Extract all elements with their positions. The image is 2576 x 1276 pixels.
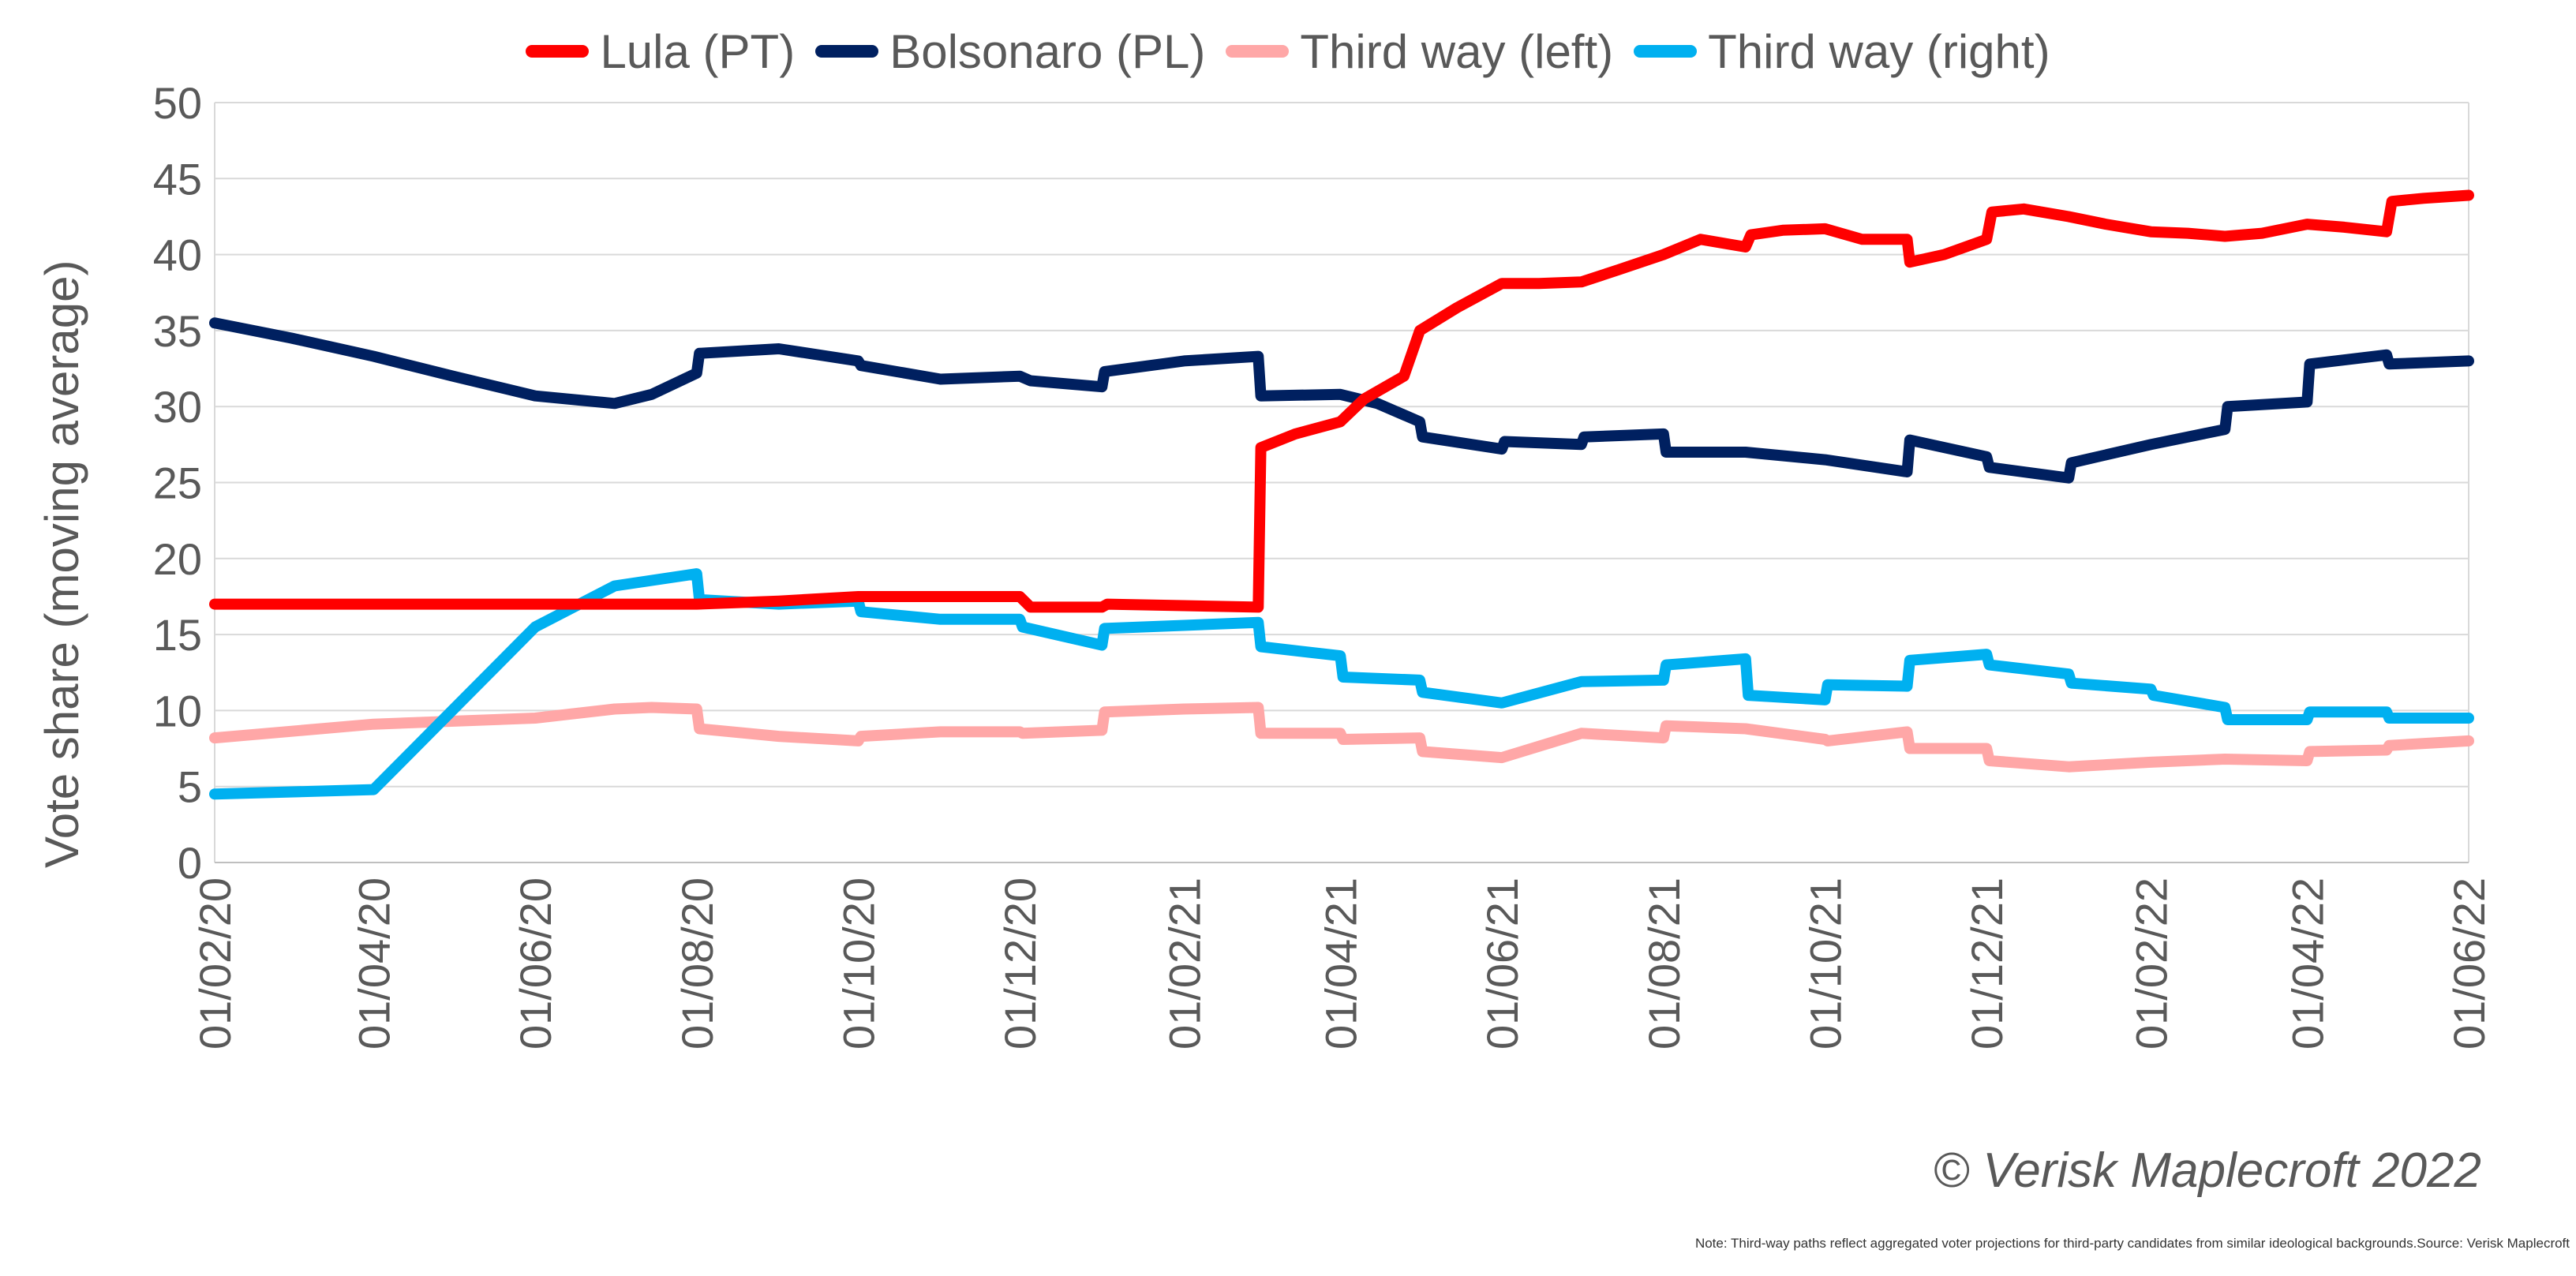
y-tick-label: 25 [153,458,202,508]
y-tick-label: 20 [153,534,202,584]
series-line-bolsonaro [209,317,2474,484]
legend-swatch-bolsonaro [815,45,879,58]
x-tick-label: 01/10/21 [1800,877,1850,1050]
legend-item-lula: Lula (PT) [526,24,795,79]
x-tick-label: 01/10/20 [834,877,884,1050]
x-tick-label: 01/04/22 [2282,877,2332,1050]
y-tick-label: 40 [153,230,202,280]
grid-lines [215,102,2469,863]
legend-label-third-way-right: Third way (right) [1708,24,2050,78]
series-line-third-way-left [209,702,2474,773]
legend-label-lula: Lula (PT) [600,24,796,78]
y-tick-label: 0 [178,838,202,888]
legend-label-third-way-left: Third way (left) [1300,24,1614,78]
x-tick-label: 01/06/20 [511,877,560,1050]
legend-item-third-way-right: Third way (right) [1634,24,2050,79]
x-tick-label: 01/08/20 [672,877,722,1050]
x-tick-label: 01/04/21 [1316,877,1365,1050]
x-tick-label: 01/02/20 [190,877,240,1050]
x-tick-label: 01/12/21 [1962,877,2012,1050]
y-tick-label: 5 [178,762,202,812]
legend-label-bolsonaro: Bolsonaro (PL) [889,24,1206,78]
legend-swatch-third-way-left [1226,45,1290,58]
legend-swatch-third-way-right [1634,45,1698,58]
y-axis-title: Vote share (moving average) [36,260,88,868]
x-tick-labels: 01/02/20 01/04/20 01/06/20 01/08/20 01/10/20… [190,877,2494,1050]
y-tick-label: 15 [153,610,202,660]
x-tick-label: 01/04/20 [349,877,399,1050]
x-tick-label: 01/06/22 [2444,877,2494,1050]
series-line-third-way-right [209,568,2474,800]
y-tick-label: 35 [153,306,202,356]
x-tick-label: 01/08/21 [1639,877,1689,1050]
copyright-text: © Verisk Maplecroft 2022 [1933,1143,2481,1198]
footnote: Note: Third-way paths reflect aggregated… [1694,1236,2570,1251]
legend-item-third-way-left: Third way (left) [1226,24,1613,79]
legend-swatch-lula [526,45,590,58]
y-tick-label: 50 [153,78,202,128]
series-lines [209,189,2474,800]
y-tick-label: 30 [153,382,202,432]
legend-item-bolsonaro: Bolsonaro (PL) [815,24,1205,79]
y-tick-labels: 0 5 10 15 20 25 30 35 40 45 50 [153,78,202,888]
y-tick-label: 10 [153,686,202,735]
series-line-lula [209,189,2474,613]
x-tick-label: 01/02/21 [1159,877,1209,1050]
legend: Lula (PT) Bolsonaro (PL) Third way (left… [0,16,2576,87]
x-tick-label: 01/02/22 [2126,877,2176,1050]
y-tick-label: 45 [153,154,202,204]
x-tick-label: 01/12/20 [995,877,1045,1050]
x-tick-label: 01/06/21 [1477,877,1527,1050]
